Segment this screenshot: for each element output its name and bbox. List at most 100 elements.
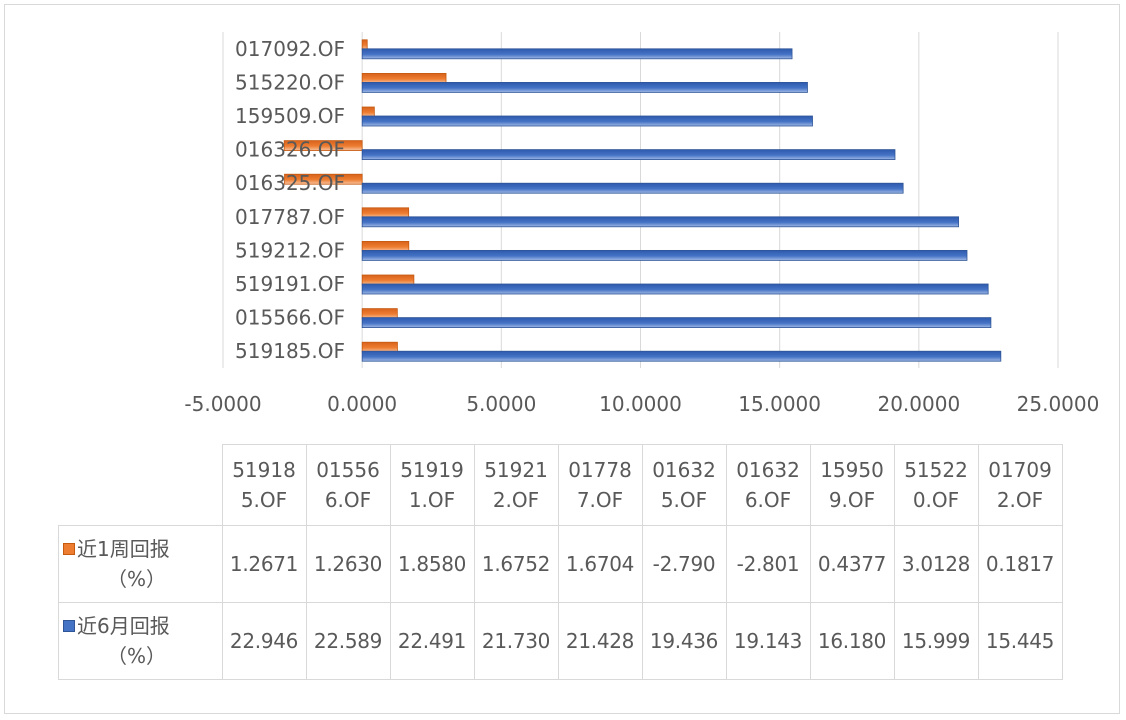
table-header-text: 01778: [568, 458, 632, 482]
table-cell: -2.801: [725, 525, 811, 603]
category-label: 159509.OF: [235, 104, 345, 128]
table-corner: [58, 444, 223, 526]
x-tick-label: 10.0000: [599, 392, 682, 416]
table-header-text: 7.OF: [576, 488, 624, 512]
table-cell: 1.6704: [557, 525, 643, 603]
table-header-row: 51918 5.OF 01556 6.OF 51919 1.OF 51921 2.OF 0177…: [58, 444, 1063, 526]
table-header-text: 5.OF: [240, 488, 288, 512]
table-header-text: 51918: [232, 458, 296, 482]
bar-6m-return: [361, 82, 808, 93]
table-cell: 1.8580: [389, 525, 475, 603]
category-label: 017787.OF: [235, 205, 345, 229]
row-unit-week: （%）: [107, 567, 167, 591]
table-cell: 19.436: [641, 602, 727, 680]
table-header-text: 01632: [652, 458, 716, 482]
row-unit-6m: （%）: [107, 644, 167, 668]
bar-6m-return: [361, 317, 992, 329]
table-header-text: 5.OF: [660, 488, 708, 512]
table-cell: 21.428: [557, 602, 643, 680]
table-header-text: 6.OF: [744, 488, 792, 512]
bar-6m-return: [361, 182, 904, 194]
bar-week-return: [283, 140, 363, 152]
table-column-header: 51921 2.OF: [473, 444, 559, 526]
x-tick-label: 20.0000: [877, 392, 960, 416]
category-label: 016325.OF: [235, 171, 345, 195]
table-column-header: 51918 5.OF: [221, 444, 307, 526]
table-cell: 0.4377: [809, 525, 895, 603]
bar-week-return: [361, 341, 398, 353]
table-column-header: 01632 5.OF: [641, 444, 727, 526]
bar-week-return: [361, 308, 398, 320]
row-label-6m: 近6月回报: [77, 614, 170, 638]
category-label: 016326.OF: [235, 138, 345, 162]
table-column-header: 01632 6.OF: [725, 444, 811, 526]
table-cell: 1.6752: [473, 525, 559, 603]
table-column-header: 51919 1.OF: [389, 444, 475, 526]
table-cell: -2.790: [641, 525, 727, 603]
table-header-text: 51919: [400, 458, 464, 482]
table-header-text: 9.OF: [828, 488, 876, 512]
category-label: 017092.OF: [235, 37, 345, 61]
table-header-text: 01556: [316, 458, 380, 482]
bar-6m-return: [361, 48, 793, 60]
bar-6m-return: [361, 249, 968, 261]
bar-week-return: [361, 39, 368, 51]
table-column-header: 01778 7.OF: [557, 444, 643, 526]
bar-week-return: [361, 207, 410, 219]
table-cell: 15.445: [977, 602, 1063, 680]
table-cell: 0.1817: [977, 525, 1063, 603]
table-cell: 22.589: [305, 602, 391, 680]
category-label: 519185.OF: [235, 339, 345, 363]
table-column-header: 01556 6.OF: [305, 444, 391, 526]
table-cell: 1.2671: [221, 525, 307, 603]
row-header-6m: 近6月回报 （%）: [58, 602, 223, 680]
table-header-text: 51921: [484, 458, 548, 482]
table-cell: 15.999: [893, 602, 979, 680]
table-row-week: 近1周回报 （%） 1.2671 1.2630 1.8580 1.6752 1.6704…: [58, 525, 1063, 603]
table-header-text: 2.OF: [996, 488, 1044, 512]
bar-6m-return: [361, 350, 1002, 362]
table-header-text: 01632: [736, 458, 800, 482]
bar-chart: 519185.OF 015566.OF 519191.OF 519212.OF 0177…: [184, 32, 1100, 416]
table-column-header: 01709 2.OF: [977, 444, 1063, 526]
x-tick-label: 15.0000: [738, 392, 821, 416]
table-header-text: 2.OF: [492, 488, 540, 512]
table-header-text: 01709: [988, 458, 1052, 482]
table-header-text: 6.OF: [324, 488, 372, 512]
x-tick-label: -5.0000: [184, 392, 261, 416]
table-column-header: 51522 0.OF: [893, 444, 979, 526]
bar-week-return: [361, 106, 375, 118]
category-label: 015566.OF: [235, 306, 345, 330]
table-cell: 21.730: [473, 602, 559, 680]
category-label: 519212.OF: [235, 238, 345, 262]
category-label: 519191.OF: [235, 272, 345, 296]
table-cell: 1.2630: [305, 525, 391, 603]
bar-week-return: [284, 173, 363, 185]
table-header-text: 15950: [820, 458, 884, 482]
bar-6m-return: [361, 115, 813, 127]
bar-week-return: [361, 73, 447, 84]
6m-legend-swatch: [63, 620, 75, 632]
category-label: 515220.OF: [235, 70, 345, 94]
data-table: 51918 5.OF 01556 6.OF 51919 1.OF 51921 2.OF 0177…: [58, 444, 1063, 680]
table-header-text: 0.OF: [912, 488, 960, 512]
table-cell: 16.180: [809, 602, 895, 680]
x-tick-label: 0.0000: [327, 392, 397, 416]
table-row-6m: 近6月回报 （%） 22.946 22.589 22.491 21.730 21.428…: [58, 602, 1063, 680]
week-legend-swatch: [63, 543, 75, 555]
x-tick-label: 25.0000: [1017, 392, 1100, 416]
bar-6m-return: [361, 149, 896, 161]
table-cell: 19.143: [725, 602, 811, 680]
table-header-text: 51522: [904, 458, 968, 482]
chart-frame: [4, 4, 1120, 714]
row-header-week: 近1周回报 （%）: [58, 525, 223, 603]
x-tick-label: 5.0000: [466, 392, 536, 416]
table-cell: 22.946: [221, 602, 307, 680]
table-cell: 3.0128: [893, 525, 979, 603]
bar-6m-return: [361, 216, 959, 228]
bar-week-return: [361, 240, 410, 252]
table-cell: 22.491: [389, 602, 475, 680]
row-label-week: 近1周回报: [77, 537, 170, 561]
table-header-text: 1.OF: [408, 488, 456, 512]
table-column-header: 15950 9.OF: [809, 444, 895, 526]
